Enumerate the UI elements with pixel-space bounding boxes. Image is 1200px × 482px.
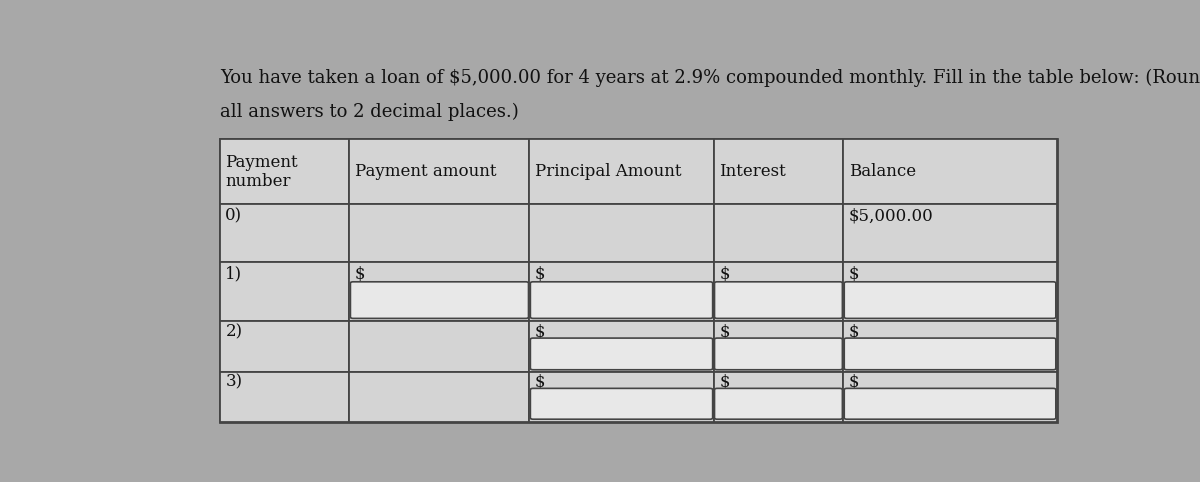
Bar — [529, 262, 714, 321]
FancyBboxPatch shape — [350, 282, 528, 319]
Text: $5,000.00: $5,000.00 — [848, 207, 934, 225]
Text: $: $ — [719, 266, 730, 282]
Text: Payment amount: Payment amount — [355, 163, 497, 180]
Bar — [844, 139, 1057, 204]
FancyBboxPatch shape — [845, 388, 1056, 419]
Text: You have taken a loan of $5,000.00 for 4 years at 2.9% compounded monthly. Fill : You have taken a loan of $5,000.00 for 4… — [220, 69, 1200, 87]
Text: $: $ — [719, 374, 730, 390]
FancyBboxPatch shape — [530, 388, 713, 419]
Text: $: $ — [848, 323, 859, 340]
Bar — [844, 372, 1057, 422]
Text: $: $ — [719, 323, 730, 340]
Text: Balance: Balance — [848, 163, 916, 180]
Text: Principal Amount: Principal Amount — [535, 163, 682, 180]
Bar — [349, 262, 529, 321]
Bar — [529, 204, 714, 262]
Text: $: $ — [848, 266, 859, 282]
Text: $: $ — [355, 266, 366, 282]
Bar — [220, 262, 349, 321]
Bar — [844, 204, 1057, 262]
Bar — [220, 139, 349, 204]
Bar — [714, 321, 844, 372]
Text: $: $ — [535, 323, 546, 340]
FancyBboxPatch shape — [530, 338, 713, 370]
Bar — [714, 139, 844, 204]
Bar — [529, 372, 714, 422]
Bar — [220, 372, 349, 422]
Text: $: $ — [535, 266, 546, 282]
Bar — [220, 139, 1057, 422]
Bar — [349, 372, 529, 422]
Bar — [349, 321, 529, 372]
Bar — [529, 139, 714, 204]
FancyBboxPatch shape — [845, 282, 1056, 319]
Text: Interest: Interest — [719, 163, 786, 180]
Bar — [714, 372, 844, 422]
FancyBboxPatch shape — [714, 282, 842, 319]
Text: $: $ — [535, 374, 546, 390]
FancyBboxPatch shape — [714, 388, 842, 419]
Bar — [220, 204, 349, 262]
Bar — [529, 321, 714, 372]
Text: $: $ — [848, 374, 859, 390]
Text: 1): 1) — [226, 266, 242, 282]
Bar — [220, 321, 349, 372]
Text: Payment
number: Payment number — [226, 154, 298, 190]
FancyBboxPatch shape — [845, 338, 1056, 370]
FancyBboxPatch shape — [530, 282, 713, 319]
Bar — [844, 262, 1057, 321]
Bar — [714, 262, 844, 321]
Bar — [714, 204, 844, 262]
Text: 2): 2) — [226, 323, 242, 340]
Bar — [844, 321, 1057, 372]
Text: 0): 0) — [226, 207, 242, 225]
FancyBboxPatch shape — [714, 338, 842, 370]
Text: 3): 3) — [226, 374, 242, 390]
Bar — [349, 204, 529, 262]
Bar — [349, 139, 529, 204]
Text: all answers to 2 decimal places.): all answers to 2 decimal places.) — [220, 102, 518, 120]
